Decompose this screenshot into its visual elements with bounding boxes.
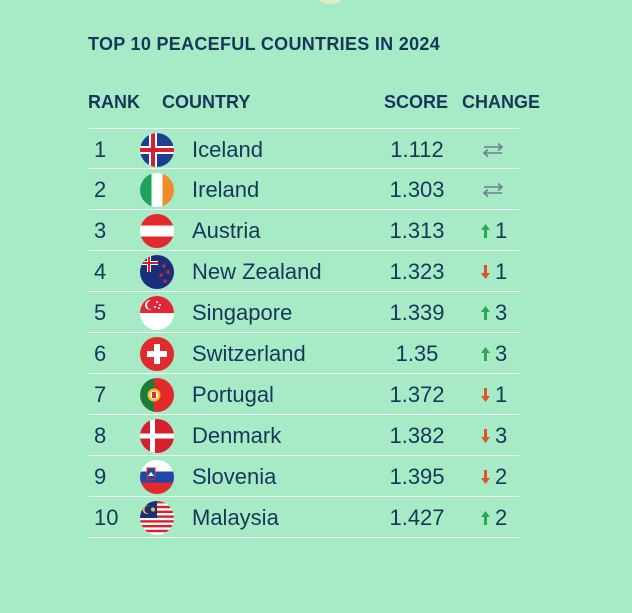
country-cell: Malaysia — [192, 505, 279, 530]
new-zealand-flag-icon — [140, 255, 174, 289]
table-row: 7 Portugal 1.372 1 — [88, 374, 520, 415]
score-cell: 1.427 — [389, 505, 445, 530]
table-row: 4 New Zealand 1.323 1 — [88, 251, 520, 292]
change-cell: 2 — [480, 497, 520, 538]
country-cell: Switzerland — [192, 341, 306, 366]
header-score: SCORE — [384, 92, 449, 112]
rank-cell: 9 — [94, 464, 107, 489]
rank-cell: 2 — [94, 177, 107, 202]
change-cell: 3 — [480, 415, 520, 456]
rank-cell: 3 — [94, 218, 107, 243]
change-cell: 3 — [480, 333, 520, 374]
table-row: 9 Slovenia 1.395 2 — [88, 456, 520, 497]
change-cell — [480, 129, 520, 170]
no-change-icon — [482, 182, 504, 197]
arrow-down-icon — [481, 264, 490, 279]
change-value: 1 — [495, 382, 508, 407]
score-cell: 1.313 — [389, 218, 445, 243]
malaysia-flag-icon — [140, 501, 174, 535]
denmark-flag-icon — [140, 419, 174, 453]
arrow-up-icon — [481, 346, 490, 361]
country-cell: Iceland — [192, 137, 263, 162]
change-value: 2 — [495, 505, 508, 530]
country-cell: Slovenia — [192, 464, 277, 489]
ireland-flag-icon — [140, 173, 174, 207]
slovenia-flag-icon — [140, 460, 174, 494]
change-value: 1 — [495, 218, 508, 243]
score-cell: 1.35 — [395, 341, 439, 366]
table-row: 8 Denmark 1.382 3 — [88, 415, 520, 456]
table-row: 10 Malaysia 1.427 2 — [88, 497, 520, 538]
change-cell: 1 — [480, 251, 520, 292]
score-cell: 1.395 — [389, 464, 445, 489]
table-row: 3 Austria 1.313 1 — [88, 210, 520, 251]
table-header: RANK COUNTRY SCORE CHANGE — [88, 92, 540, 116]
rank-cell: 8 — [94, 423, 107, 448]
change-cell: 3 — [480, 292, 520, 333]
score-cell: 1.112 — [390, 137, 444, 162]
change-cell: 2 — [480, 456, 520, 497]
austria-flag-icon — [140, 214, 174, 248]
portugal-flag-icon — [140, 378, 174, 412]
score-cell: 1.382 — [389, 423, 445, 448]
arrow-up-icon — [481, 510, 490, 525]
country-cell: New Zealand — [192, 259, 322, 284]
rank-cell: 5 — [94, 300, 107, 325]
rank-cell: 6 — [94, 341, 107, 366]
header-change: CHANGE — [462, 92, 541, 112]
change-cell — [480, 169, 520, 210]
arrow-up-icon — [481, 223, 490, 238]
table-row: 6 Switzerland 1.35 3 — [88, 333, 520, 374]
change-cell: 1 — [480, 374, 520, 415]
change-value: 3 — [495, 300, 508, 325]
change-value: 3 — [495, 341, 508, 366]
change-value: 1 — [495, 259, 508, 284]
rank-cell: 4 — [94, 259, 107, 284]
country-cell: Austria — [192, 218, 261, 243]
country-cell: Denmark — [192, 423, 282, 448]
country-cell: Portugal — [192, 382, 274, 407]
switzerland-flag-icon — [140, 337, 174, 371]
country-cell: Ireland — [192, 177, 260, 202]
score-cell: 1.339 — [389, 300, 445, 325]
leaf-decoration-icon — [318, 0, 342, 4]
arrow-up-icon — [481, 305, 490, 320]
ranking-table: 1 Iceland 1.112 2 Ireland 1.303 3 Austria 1.313 1… — [88, 128, 520, 538]
rank-cell: 1 — [94, 137, 107, 162]
rank-cell: 10 — [94, 505, 119, 530]
score-cell: 1.303 — [389, 177, 445, 202]
table-row: 2 Ireland 1.303 — [88, 169, 520, 210]
header-rank: RANK — [88, 92, 140, 112]
table-row: 1 Iceland 1.112 — [88, 128, 520, 169]
header-country: COUNTRY — [162, 92, 251, 112]
change-cell: 1 — [480, 210, 520, 251]
arrow-down-icon — [481, 469, 490, 484]
table-row: 5 Singapore 1.339 3 — [88, 292, 520, 333]
iceland-flag-icon — [140, 133, 174, 167]
score-cell: 1.323 — [389, 259, 445, 284]
no-change-icon — [482, 142, 504, 157]
score-cell: 1.372 — [389, 382, 445, 407]
change-value: 2 — [495, 464, 508, 489]
arrow-down-icon — [481, 428, 490, 443]
rank-cell: 7 — [94, 382, 107, 407]
country-cell: Singapore — [192, 300, 293, 325]
singapore-flag-icon — [140, 296, 174, 330]
change-value: 3 — [495, 423, 508, 448]
page-title: TOP 10 PEACEFUL COUNTRIES IN 2024 — [88, 34, 441, 54]
arrow-down-icon — [481, 387, 490, 402]
